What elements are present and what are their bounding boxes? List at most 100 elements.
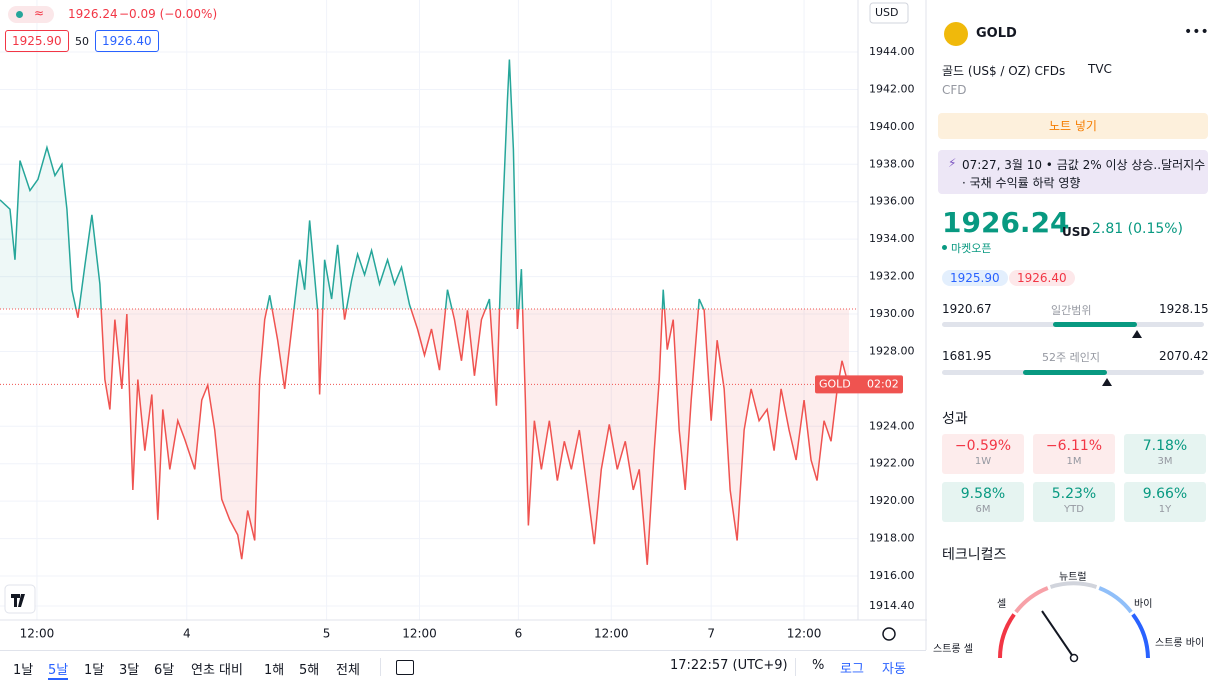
gauge-needle (1041, 610, 1075, 659)
range-52w-low: 1681.95 (942, 349, 992, 363)
price-line (75, 308, 850, 565)
performance-value: −0.59% (954, 438, 1012, 454)
range-fill (1022, 370, 1107, 375)
currency[interactable]: USD (875, 6, 899, 19)
range-button[interactable]: 연초 대비 (191, 663, 243, 678)
performance-item[interactable]: 9.66% 1Y (1124, 482, 1206, 522)
day-high: 1928.15 (1159, 302, 1209, 316)
range-52w-bar (942, 370, 1204, 386)
x-tick-label: 5 (323, 627, 331, 641)
description: 골드 (US$ / OZ) CFDs (942, 64, 1066, 78)
status-dot (16, 11, 23, 18)
icon: ≈ (34, 6, 45, 20)
range-button[interactable]: 전체 (336, 663, 360, 678)
gauge: 스트롱 셀 셀 뉴트럴 바이 스트롱 바이 (933, 570, 1204, 663)
gauge-strong-sell-label: 스트롱 셀 (933, 643, 973, 655)
instrument-kind: CFD (942, 83, 967, 97)
performance-item[interactable]: 7.18% 3M (1124, 434, 1206, 474)
day-range-label: 일간범위 (1051, 304, 1092, 317)
legend-change: −0.09 (−0.00%) (119, 7, 218, 21)
chart: USD 1914.40 1916.00 1918.00 1920.00 1922.00 1… (0, 0, 927, 650)
price-change: 2.81 (0.15%) (1092, 221, 1184, 237)
auto-toggle[interactable]: 자동 (882, 662, 906, 677)
y-tick-label: 1932.00 (869, 270, 915, 283)
x-tick-label: 6 (515, 627, 523, 641)
separator (380, 658, 381, 676)
log-toggle[interactable]: 로그 (840, 662, 864, 677)
bottom-toolbar: 1날 5날 1달 3달 6달 연초 대비 1해 5해 전체 (0, 650, 926, 683)
y-tick-label: 1922.00 (869, 457, 915, 470)
y-tick-label: 1930.00 (869, 307, 915, 320)
bid: 1925.90 (942, 270, 1008, 286)
gauge-strong-sell (998, 613, 1016, 659)
note-button[interactable]: 노트 넣기 (938, 113, 1208, 139)
range-marker (1132, 330, 1143, 338)
range-button[interactable]: 1날 (13, 663, 34, 678)
gauge-strong-buy-label: 스트롱 바이 (1155, 637, 1204, 649)
range-button[interactable]: 1달 (84, 663, 105, 678)
range-button[interactable]: 5해 (299, 663, 320, 678)
last-price-tag (815, 375, 903, 394)
gauge-sell-label: 셀 (997, 598, 1006, 610)
news-card[interactable]: ⚡ 07:27, 3월 10 • 금값 2% 이상 상승..달러지수 · 국채 … (938, 150, 1208, 194)
x-tick-label: 12:00 (20, 627, 55, 641)
performance-grid: −0.59% 1W −6.11% 1M 7.18% 3M 9.58% 6M 5.23% YTD 9.… (942, 434, 1212, 524)
y-tick-label: 1928.00 (869, 344, 915, 357)
performance-item[interactable]: 5.23% YTD (1033, 482, 1115, 522)
x-tick-label: 7 (707, 627, 715, 641)
news-text[interactable]: 금값 2% 이상 상승..달러지수 · 국채 수익률 하락 영향 (962, 158, 1206, 190)
y-tick-label: 1914.40 (869, 599, 915, 612)
gauge-sell (1014, 586, 1049, 614)
source[interactable]: TVC (1088, 62, 1112, 76)
y-tick-label: 1936.00 (869, 195, 915, 208)
performance-value: −6.11% (1045, 438, 1103, 454)
ask: 1926.40 (1009, 270, 1075, 286)
performance-period: 6M (975, 504, 991, 515)
performance-item[interactable]: 9.58% 6M (942, 482, 1024, 522)
more-menu[interactable]: ••• (1184, 24, 1209, 40)
symbol[interactable]: GOLD (976, 26, 1017, 41)
range-button[interactable]: 3달 (119, 663, 140, 678)
technicals-title[interactable]: 테크니컬즈 (942, 547, 1007, 563)
legend-pill[interactable]: ≈ (8, 6, 54, 23)
range-button[interactable]: 6달 (154, 663, 175, 678)
x-tick-label: 12:00 (787, 627, 822, 641)
note-label[interactable]: 노트 넣기 (1049, 119, 1097, 133)
bid-button[interactable]: 1925.90 (5, 30, 69, 52)
spread: 50 (75, 35, 89, 48)
separator (795, 658, 796, 676)
currency-button[interactable] (869, 2, 909, 24)
day-range-bar (942, 322, 1204, 338)
range-52w-high: 2070.42 (1159, 349, 1209, 363)
performance-value: 5.23% (1051, 486, 1097, 502)
x-tick-label: 4 (183, 627, 191, 641)
range-fill (1053, 322, 1138, 327)
range-button[interactable]: 1해 (264, 663, 285, 678)
performance-value: 9.66% (1142, 486, 1188, 502)
performance-item[interactable]: −0.59% 1W (942, 434, 1024, 474)
price-currency: USD (1062, 225, 1091, 239)
fill-above (0, 59, 704, 309)
gauge-neutral (1049, 581, 1098, 589)
x-tick-label: 12:00 (402, 627, 437, 641)
performance-period: 1Y (1158, 504, 1172, 515)
ask-button[interactable]: 1926.40 (95, 30, 159, 52)
y-tick-label: 1942.00 (869, 82, 915, 95)
x-tick-label: 12:00 (594, 627, 629, 641)
performance-item[interactable]: −6.11% 1M (1033, 434, 1115, 474)
performance-value: 7.18% (1142, 438, 1188, 454)
fill-below (0, 308, 850, 565)
performance-period: 1W (974, 456, 992, 467)
market-status: 마켓오픈 (951, 242, 992, 255)
status-dot (942, 245, 947, 250)
tv-logo-mark (11, 594, 25, 607)
percent-toggle[interactable]: % (812, 658, 825, 673)
range-button[interactable]: 5날 (48, 659, 69, 680)
y-tick-label: 1918.00 (869, 532, 915, 545)
gauge-buy (1098, 586, 1133, 614)
date-range-icon[interactable] (396, 660, 414, 675)
sidebar: GOLD ••• 골드 (US$ / OZ) CFDs TVC CFD 노트 넣… (927, 0, 1214, 683)
gauge-neutral-label: 뉴트럴 (1059, 570, 1087, 583)
settings-icon[interactable] (882, 627, 896, 641)
